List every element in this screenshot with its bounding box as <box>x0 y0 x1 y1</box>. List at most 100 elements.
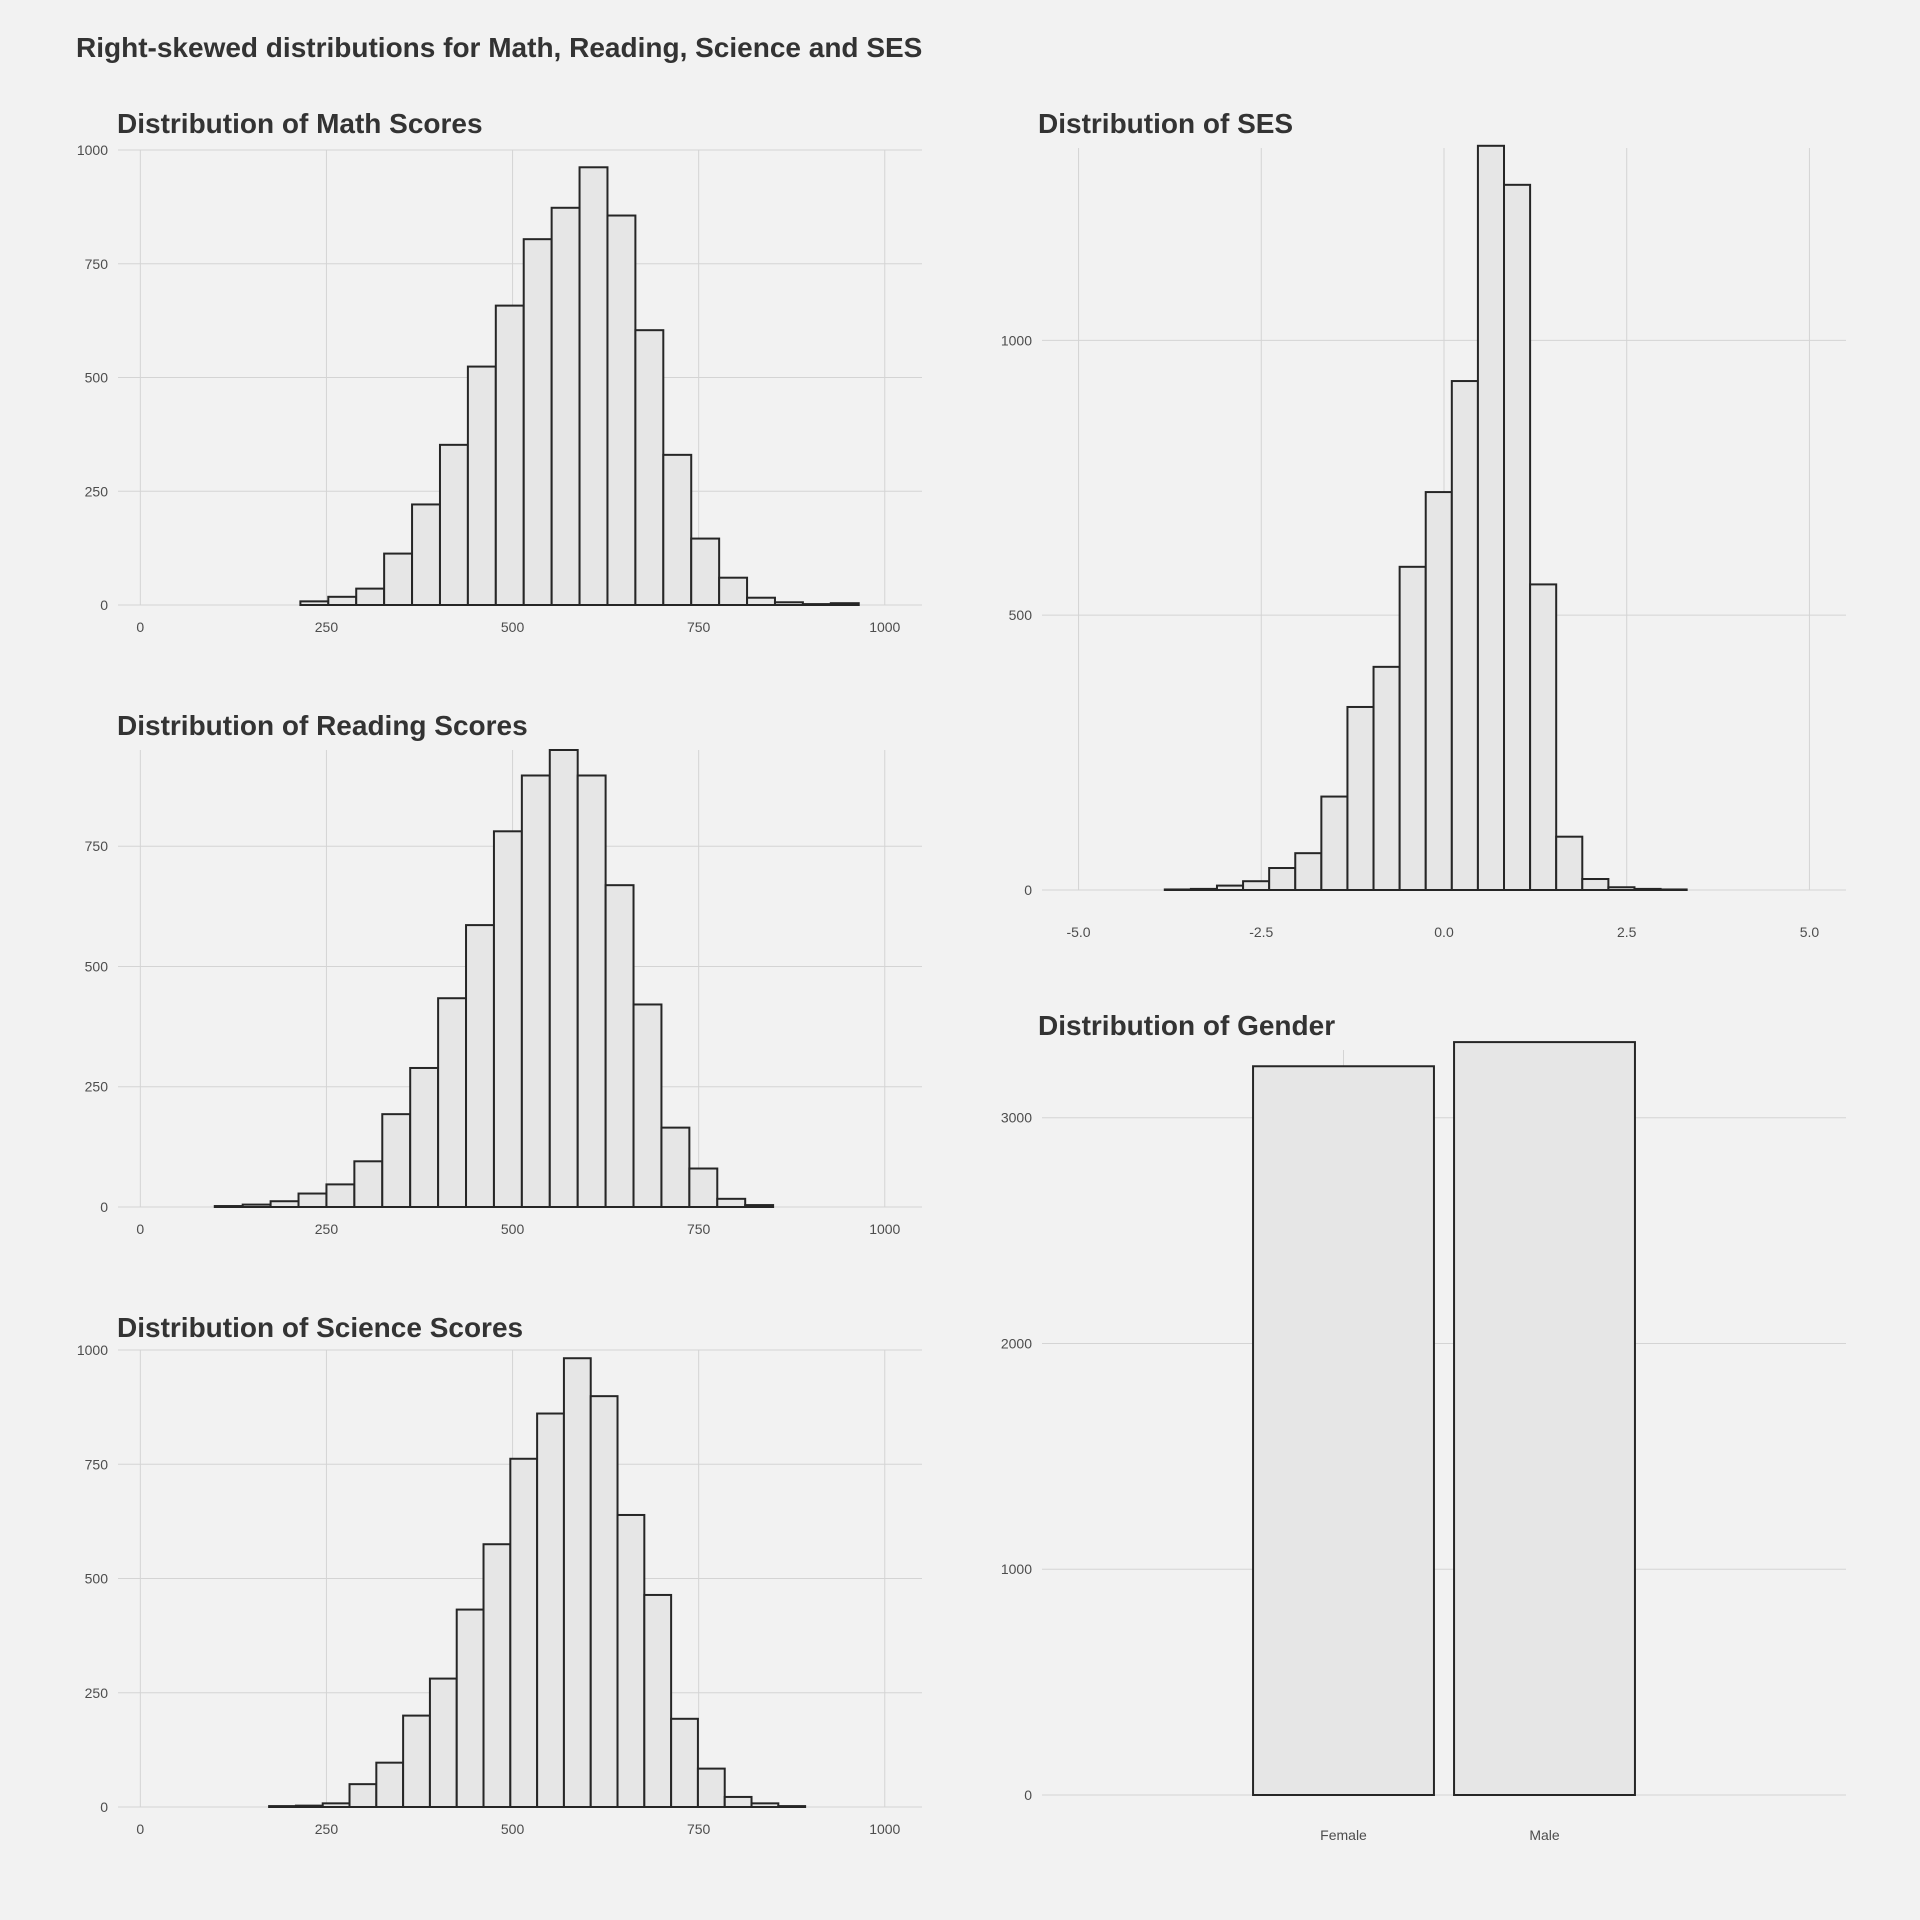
page-title: Right-skewed distributions for Math, Rea… <box>76 32 923 63</box>
x-tick-label: 0 <box>136 619 144 635</box>
histogram-bar <box>465 924 495 1209</box>
histogram-bar <box>492 830 523 1209</box>
histogram-bar <box>411 503 441 607</box>
y-tick-label: 500 <box>1009 607 1033 623</box>
histogram-bar <box>690 537 721 607</box>
histogram-bar <box>325 1183 356 1209</box>
y-tick-label: 0 <box>100 1199 108 1215</box>
histogram-bar <box>606 214 637 607</box>
y-tick-label: 3000 <box>1001 1110 1032 1126</box>
x-tick-label: 0 <box>136 1821 144 1837</box>
x-tick-label: 750 <box>687 1821 711 1837</box>
histogram-bar <box>773 601 804 606</box>
histogram-bar <box>1294 852 1323 891</box>
y-tick-label: 0 <box>1024 882 1032 898</box>
x-tick-label: -5.0 <box>1066 924 1090 940</box>
y-tick-label: 750 <box>85 1456 109 1472</box>
y-tick-label: 0 <box>100 1799 108 1815</box>
y-tick-label: 1000 <box>77 1342 108 1358</box>
histogram-bar <box>632 1003 663 1208</box>
science-histogram: 0 250 500 750 1000 0 250 500 750 1000 <box>77 1342 922 1837</box>
histogram-bar <box>616 1513 646 1809</box>
y-tick-label: 250 <box>85 1685 109 1701</box>
bars <box>1163 144 1688 892</box>
histogram-bar <box>1476 144 1506 892</box>
histogram-bar <box>536 1412 565 1808</box>
histogram-bar <box>1346 705 1375 891</box>
gender-bar-chart: 0 1000 2000 3000 Female Male <box>1001 1041 1846 1843</box>
grid-lines <box>1042 1050 1846 1796</box>
histogram-bar <box>1424 491 1453 891</box>
math-histogram: 0 250 500 750 1000 0 250 500 750 1000 <box>77 142 922 635</box>
histogram-bar <box>1659 888 1688 892</box>
histogram-bar <box>688 1167 719 1208</box>
x-tick-label: 2.5 <box>1617 924 1637 940</box>
reading-histogram: 0 250 500 750 0 250 500 750 1000 <box>85 749 922 1237</box>
x-tick-label: 0 <box>136 1221 144 1237</box>
x-tick-label: -2.5 <box>1249 924 1273 940</box>
histogram-bar <box>548 749 579 1208</box>
bars <box>1252 1041 1636 1797</box>
histogram-bar <box>716 1197 747 1209</box>
histogram-bar <box>696 1767 726 1808</box>
histogram-bar <box>494 304 525 607</box>
histogram-bar <box>381 1113 412 1208</box>
histogram-bar <box>327 595 358 606</box>
y-tick-label: 250 <box>85 483 109 499</box>
histogram-bar <box>437 997 468 1208</box>
y-tick-label: 250 <box>85 1079 109 1095</box>
y-tick-label: 0 <box>1024 1787 1032 1803</box>
histogram-bar <box>550 206 581 606</box>
histogram-bar <box>1503 183 1532 891</box>
histogram-bar <box>1581 878 1610 891</box>
histogram-bar <box>348 1783 378 1808</box>
histogram-bar <box>375 1761 405 1808</box>
histogram-bar <box>1320 795 1349 892</box>
x-tick-label: 250 <box>315 619 339 635</box>
histogram-bar <box>604 884 635 1209</box>
histogram-bar <box>509 1457 539 1809</box>
y-tick-label: 1000 <box>77 142 108 158</box>
histogram-bar <box>241 1203 272 1208</box>
histogram-bar <box>1450 380 1479 891</box>
category-bar <box>1453 1041 1636 1796</box>
histogram-bar <box>660 1126 691 1208</box>
reading-chart-title: Distribution of Reading Scores <box>117 710 528 741</box>
histogram-bar <box>299 600 330 606</box>
histogram-bar <box>589 1395 619 1808</box>
histogram-bar <box>269 1200 300 1208</box>
histogram-bar <box>1633 887 1662 892</box>
histogram-bar <box>520 774 551 1208</box>
x-tick-label: 250 <box>315 1821 339 1837</box>
histogram-bar <box>428 1677 458 1809</box>
y-tick-label: 0 <box>100 597 108 613</box>
science-chart-title: Distribution of Science Scores <box>117 1312 524 1343</box>
histogram-bar <box>829 602 860 606</box>
histogram-bar <box>355 587 386 606</box>
histogram-bar <box>578 166 609 606</box>
histogram-bar <box>321 1802 351 1808</box>
histogram-bar <box>634 329 665 606</box>
y-tick-label: 500 <box>85 370 109 386</box>
y-tick-label: 2000 <box>1001 1335 1032 1351</box>
ses-chart-title: Distribution of SES <box>1038 108 1294 139</box>
histogram-bar <box>482 1543 512 1808</box>
histogram-bar <box>409 1066 440 1209</box>
histogram-bar <box>801 603 832 606</box>
category-bar <box>1252 1065 1435 1797</box>
histogram-bar <box>1242 880 1271 892</box>
histogram-bar <box>576 774 607 1208</box>
x-tick-label: Male <box>1529 1827 1560 1843</box>
histogram-bar <box>1555 835 1584 891</box>
x-tick-label: 0.0 <box>1434 924 1454 940</box>
histogram-bar <box>670 1717 699 1809</box>
bars <box>268 1357 807 1809</box>
histogram-bar <box>1398 565 1427 891</box>
y-tick-label: 750 <box>85 838 109 854</box>
histogram-bar <box>1189 887 1218 892</box>
gender-chart-title: Distribution of Gender <box>1038 1010 1336 1041</box>
histogram-bar <box>777 1805 807 1808</box>
x-tick-label: 1000 <box>869 619 900 635</box>
histogram-bar <box>466 365 497 606</box>
histogram-bar <box>383 552 414 606</box>
